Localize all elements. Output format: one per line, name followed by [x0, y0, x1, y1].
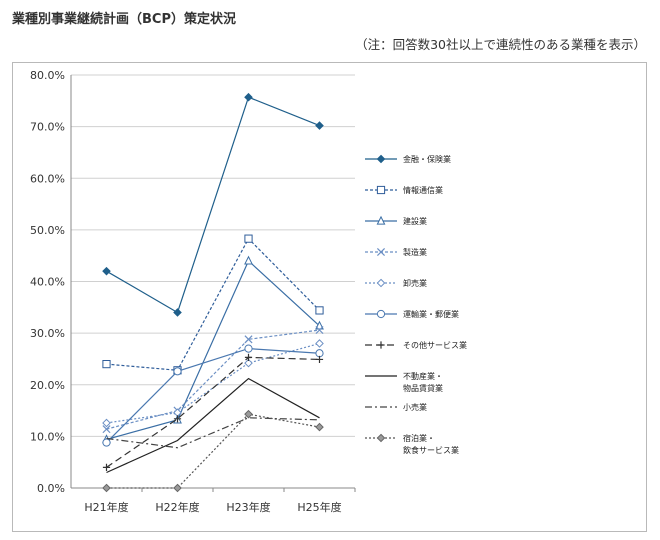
- y-tick-label: 80.0%: [30, 69, 65, 82]
- legend-label: その他サービス業: [403, 340, 467, 350]
- legend-marker: [376, 154, 386, 164]
- x-tick-label: H21年度: [84, 500, 128, 514]
- data-point: [173, 308, 182, 317]
- data-point: [315, 355, 324, 364]
- y-tick-label: 30.0%: [30, 327, 65, 340]
- legend-marker: [377, 341, 385, 349]
- data-point: [173, 483, 182, 493]
- data-point: [244, 353, 253, 361]
- data-point: [244, 92, 253, 102]
- y-tick-label: 0.0%: [37, 482, 65, 495]
- legend-label: 建設業: [403, 216, 427, 226]
- data-point: [315, 326, 324, 335]
- series-line: [106, 348, 320, 443]
- y-tick-label: 60.0%: [30, 172, 65, 185]
- data-point: [102, 438, 111, 447]
- data-point: [244, 234, 253, 243]
- series-line: [106, 259, 320, 441]
- data-point: [315, 422, 324, 432]
- y-tick-label: 50.0%: [30, 224, 65, 237]
- data-point: [315, 320, 324, 330]
- legend-marker: [376, 278, 386, 288]
- series-line: [106, 237, 320, 371]
- series-line: [106, 417, 320, 449]
- y-tick-label: 70.0%: [30, 121, 65, 134]
- data-point: [102, 266, 111, 276]
- x-tick-label: H25年度: [297, 500, 341, 514]
- data-point: [244, 335, 253, 344]
- series-line: [106, 377, 320, 474]
- legend-label: 卸売業: [403, 278, 427, 288]
- data-point: [315, 339, 324, 348]
- legend-label: 製造業: [403, 247, 427, 257]
- data-point: [102, 418, 111, 428]
- legend-marker: [376, 433, 386, 443]
- legend-label: 運輸業・郵便業: [403, 309, 459, 319]
- data-point: [102, 463, 111, 471]
- data-point: [244, 358, 253, 368]
- data-point: [102, 483, 111, 493]
- data-point: [102, 360, 111, 369]
- series-line: [106, 356, 320, 468]
- data-point: [102, 425, 111, 434]
- series-line: [106, 329, 320, 430]
- data-point: [244, 344, 253, 353]
- y-tick-label: 10.0%: [30, 430, 65, 443]
- chart-frame: 0.0% 10.0% 20.0% 30.0% 40.0% 50.0% 60.0% 70.0% 8…: [12, 62, 647, 532]
- legend-label: 不動産業・物品賃貸業: [403, 371, 443, 393]
- data-point: [244, 409, 253, 419]
- data-point: [315, 349, 324, 358]
- data-point: [173, 415, 182, 423]
- series-line: [106, 413, 320, 489]
- legend-label: 金融・保険業: [403, 154, 451, 164]
- y-tick-label: 20.0%: [30, 379, 65, 392]
- legend-marker: [376, 247, 386, 257]
- data-point: [173, 367, 182, 376]
- legend-label: 情報通信業: [403, 185, 443, 195]
- chart-note: （注：回答数30社以上で連続性のある業種を表示）: [355, 37, 646, 52]
- data-point: [244, 255, 253, 265]
- legend-marker: [376, 215, 386, 225]
- data-point: [315, 306, 324, 315]
- x-tick-label: H22年度: [155, 500, 199, 514]
- line-chart: 0.0% 10.0% 20.0% 30.0% 40.0% 50.0% 60.0% 70.0% 8…: [30, 69, 467, 514]
- legend-label: 小売業: [403, 402, 427, 412]
- legend-marker: [376, 309, 386, 319]
- chart-title: 業種別事業継続計画（BCP）策定状況: [12, 12, 236, 27]
- data-point: [315, 121, 324, 130]
- x-tick-label: H23年度: [226, 500, 270, 514]
- legend-label: 宿泊業・飲食サービス業: [403, 433, 459, 455]
- series-line: [106, 96, 320, 314]
- y-tick-label: 40.0%: [30, 276, 65, 289]
- legend-marker: [376, 185, 386, 195]
